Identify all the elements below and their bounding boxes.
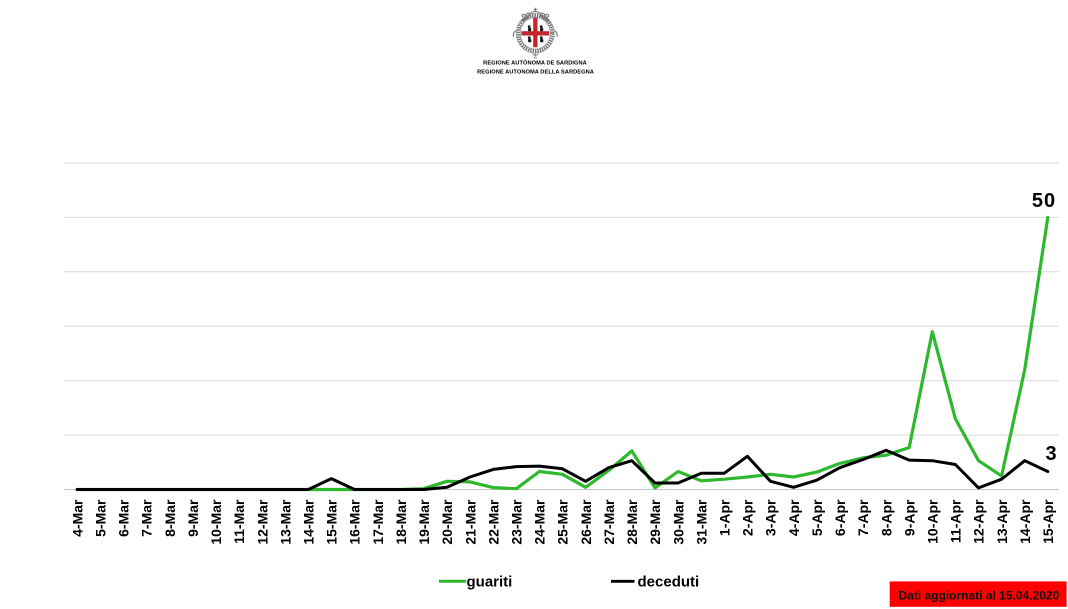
svg-text:23-Mar: 23-Mar	[509, 499, 525, 545]
svg-text:deceduti: deceduti	[638, 574, 700, 591]
svg-text:14-Mar: 14-Mar	[301, 499, 317, 545]
svg-text:3: 3	[1045, 443, 1057, 465]
svg-text:7-Mar: 7-Mar	[139, 499, 155, 537]
svg-text:15-Mar: 15-Mar	[324, 499, 340, 545]
svg-text:18-Mar: 18-Mar	[393, 499, 409, 545]
svg-text:15-Apr: 15-Apr	[1040, 499, 1056, 544]
svg-text:19-Mar: 19-Mar	[416, 499, 432, 545]
svg-text:3-Apr: 3-Apr	[763, 499, 779, 536]
svg-text:29-Mar: 29-Mar	[647, 499, 663, 545]
svg-text:2-Apr: 2-Apr	[740, 499, 756, 536]
svg-text:30-Mar: 30-Mar	[670, 499, 686, 545]
svg-text:12-Apr: 12-Apr	[971, 499, 987, 544]
svg-text:50: 50	[1032, 190, 1056, 212]
svg-text:6-Mar: 6-Mar	[116, 499, 132, 537]
svg-text:27-Mar: 27-Mar	[601, 499, 617, 545]
svg-text:12-Mar: 12-Mar	[254, 499, 270, 545]
svg-text:6-Apr: 6-Apr	[832, 499, 848, 536]
svg-text:17-Mar: 17-Mar	[370, 499, 386, 545]
svg-text:9-Mar: 9-Mar	[185, 499, 201, 537]
svg-text:9-Apr: 9-Apr	[901, 499, 917, 536]
svg-text:4-Mar: 4-Mar	[69, 499, 85, 537]
svg-text:REGIONE AUTONOMA DELLA SARDEGN: REGIONE AUTONOMA DELLA SARDEGNA	[477, 70, 594, 76]
svg-text:13-Apr: 13-Apr	[994, 499, 1010, 544]
svg-text:21-Mar: 21-Mar	[462, 499, 478, 545]
svg-text:5-Mar: 5-Mar	[93, 499, 109, 537]
svg-text:13-Mar: 13-Mar	[277, 499, 293, 545]
svg-text:11-Mar: 11-Mar	[231, 499, 247, 544]
svg-text:10-Mar: 10-Mar	[208, 499, 224, 545]
svg-text:31-Mar: 31-Mar	[693, 499, 709, 545]
svg-text:22-Mar: 22-Mar	[485, 499, 501, 545]
svg-text:5-Apr: 5-Apr	[809, 499, 825, 536]
svg-text:28-Mar: 28-Mar	[624, 499, 640, 545]
svg-text:16-Mar: 16-Mar	[347, 499, 363, 545]
svg-text:25-Mar: 25-Mar	[555, 499, 571, 545]
svg-text:20-Mar: 20-Mar	[439, 499, 455, 545]
svg-text:4-Apr: 4-Apr	[786, 499, 802, 536]
svg-text:14-Apr: 14-Apr	[1017, 499, 1033, 544]
svg-text:Dati aggiornati al 15.04.2020: Dati aggiornati al 15.04.2020	[899, 589, 1060, 603]
svg-text:8-Mar: 8-Mar	[162, 499, 178, 537]
svg-text:REGIONE AUTÒNOMA DE SARDIGNA: REGIONE AUTÒNOMA DE SARDIGNA	[483, 59, 587, 67]
svg-text:26-Mar: 26-Mar	[578, 499, 594, 545]
svg-text:24-Mar: 24-Mar	[532, 499, 548, 545]
svg-text:11-Apr: 11-Apr	[948, 499, 964, 543]
svg-text:1-Apr: 1-Apr	[717, 499, 733, 536]
svg-text:guariti: guariti	[467, 574, 513, 591]
svg-text:10-Apr: 10-Apr	[925, 499, 941, 544]
svg-text:7-Apr: 7-Apr	[855, 499, 871, 536]
svg-text:8-Apr: 8-Apr	[878, 499, 894, 536]
